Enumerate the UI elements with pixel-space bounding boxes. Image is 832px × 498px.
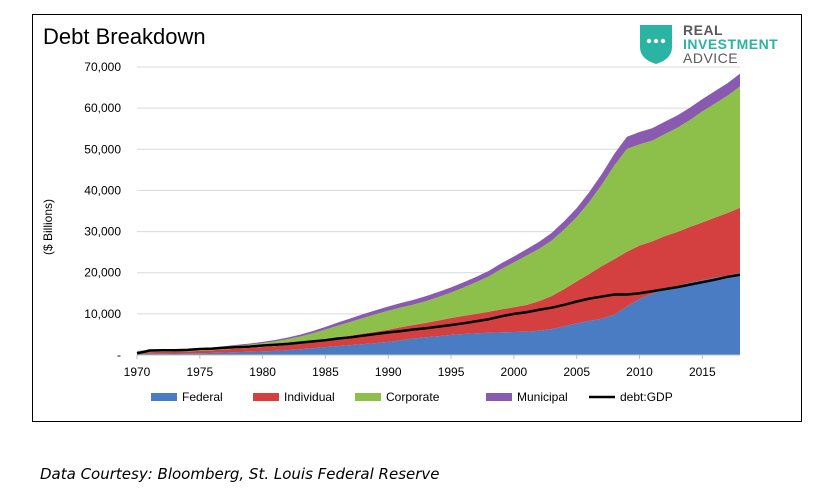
- area-corporate: [137, 86, 740, 353]
- x-tick-label: 2000: [501, 365, 528, 379]
- axis-layer: - 10,000 20,000 30,000 40,000 50,000 60,000 70,…: [84, 60, 740, 379]
- line-layer: [136, 273, 741, 355]
- y-tick-label: 10,000: [84, 307, 121, 321]
- legend-swatch: [355, 393, 381, 401]
- y-tick-label: 40,000: [84, 183, 121, 197]
- area-layer: [137, 73, 740, 355]
- logo-text-investment: INVESTMENT: [683, 36, 779, 52]
- x-tick-label: 2005: [563, 365, 590, 379]
- shield-icon: [640, 25, 672, 64]
- y-tick-label: 70,000: [84, 60, 121, 74]
- y-axis-label: ($ Billions): [41, 199, 55, 255]
- y-tick-label: 20,000: [84, 266, 121, 280]
- y-tick-label: 60,000: [84, 101, 121, 115]
- area-individual: [137, 207, 740, 354]
- legend-swatch: [486, 393, 512, 401]
- chart-svg: - 10,000 20,000 30,000 40,000 50,000 60,000 70,…: [41, 60, 741, 404]
- brand-logo: REAL INVESTMENT ADVICE: [636, 21, 796, 71]
- y-tick-label: 30,000: [84, 225, 121, 239]
- y-tick-label: -: [117, 348, 121, 362]
- chart-title: Debt Breakdown: [43, 24, 206, 49]
- x-tick-label: 1970: [124, 365, 151, 379]
- x-tick-label: 1990: [375, 365, 402, 379]
- line-debt-gdp: [136, 273, 741, 355]
- legend-label: Federal: [182, 390, 223, 404]
- area-municipal: [137, 73, 740, 352]
- legend-label: Individual: [284, 390, 335, 404]
- x-tick-label: 2010: [626, 365, 653, 379]
- legend-label: Municipal: [517, 390, 568, 404]
- legend: Federal Individual Corporate Municipal debt:…: [151, 390, 673, 404]
- data-source-caption: Data Courtesy: Bloomberg, St. Louis Fede…: [40, 465, 440, 483]
- chart-frame: - 10,000 20,000 30,000 40,000 50,000 60,000 70,…: [32, 14, 802, 422]
- area-federal: [137, 272, 740, 355]
- x-tick-label: 1985: [312, 365, 339, 379]
- y-tick-label: 50,000: [84, 142, 121, 156]
- x-tick-label: 1975: [186, 365, 213, 379]
- legend-label: Corporate: [386, 390, 440, 404]
- legend-swatch: [253, 393, 279, 401]
- legend-swatch: [151, 393, 177, 401]
- logo-text-real: REAL: [683, 22, 724, 38]
- logo-text-advice: ADVICE: [683, 50, 739, 66]
- legend-label: debt:GDP: [620, 390, 673, 404]
- grid-layer: [137, 66, 740, 315]
- x-tick-label: 1995: [438, 365, 465, 379]
- x-tick-label: 2015: [689, 365, 716, 379]
- x-tick-label: 1980: [249, 365, 276, 379]
